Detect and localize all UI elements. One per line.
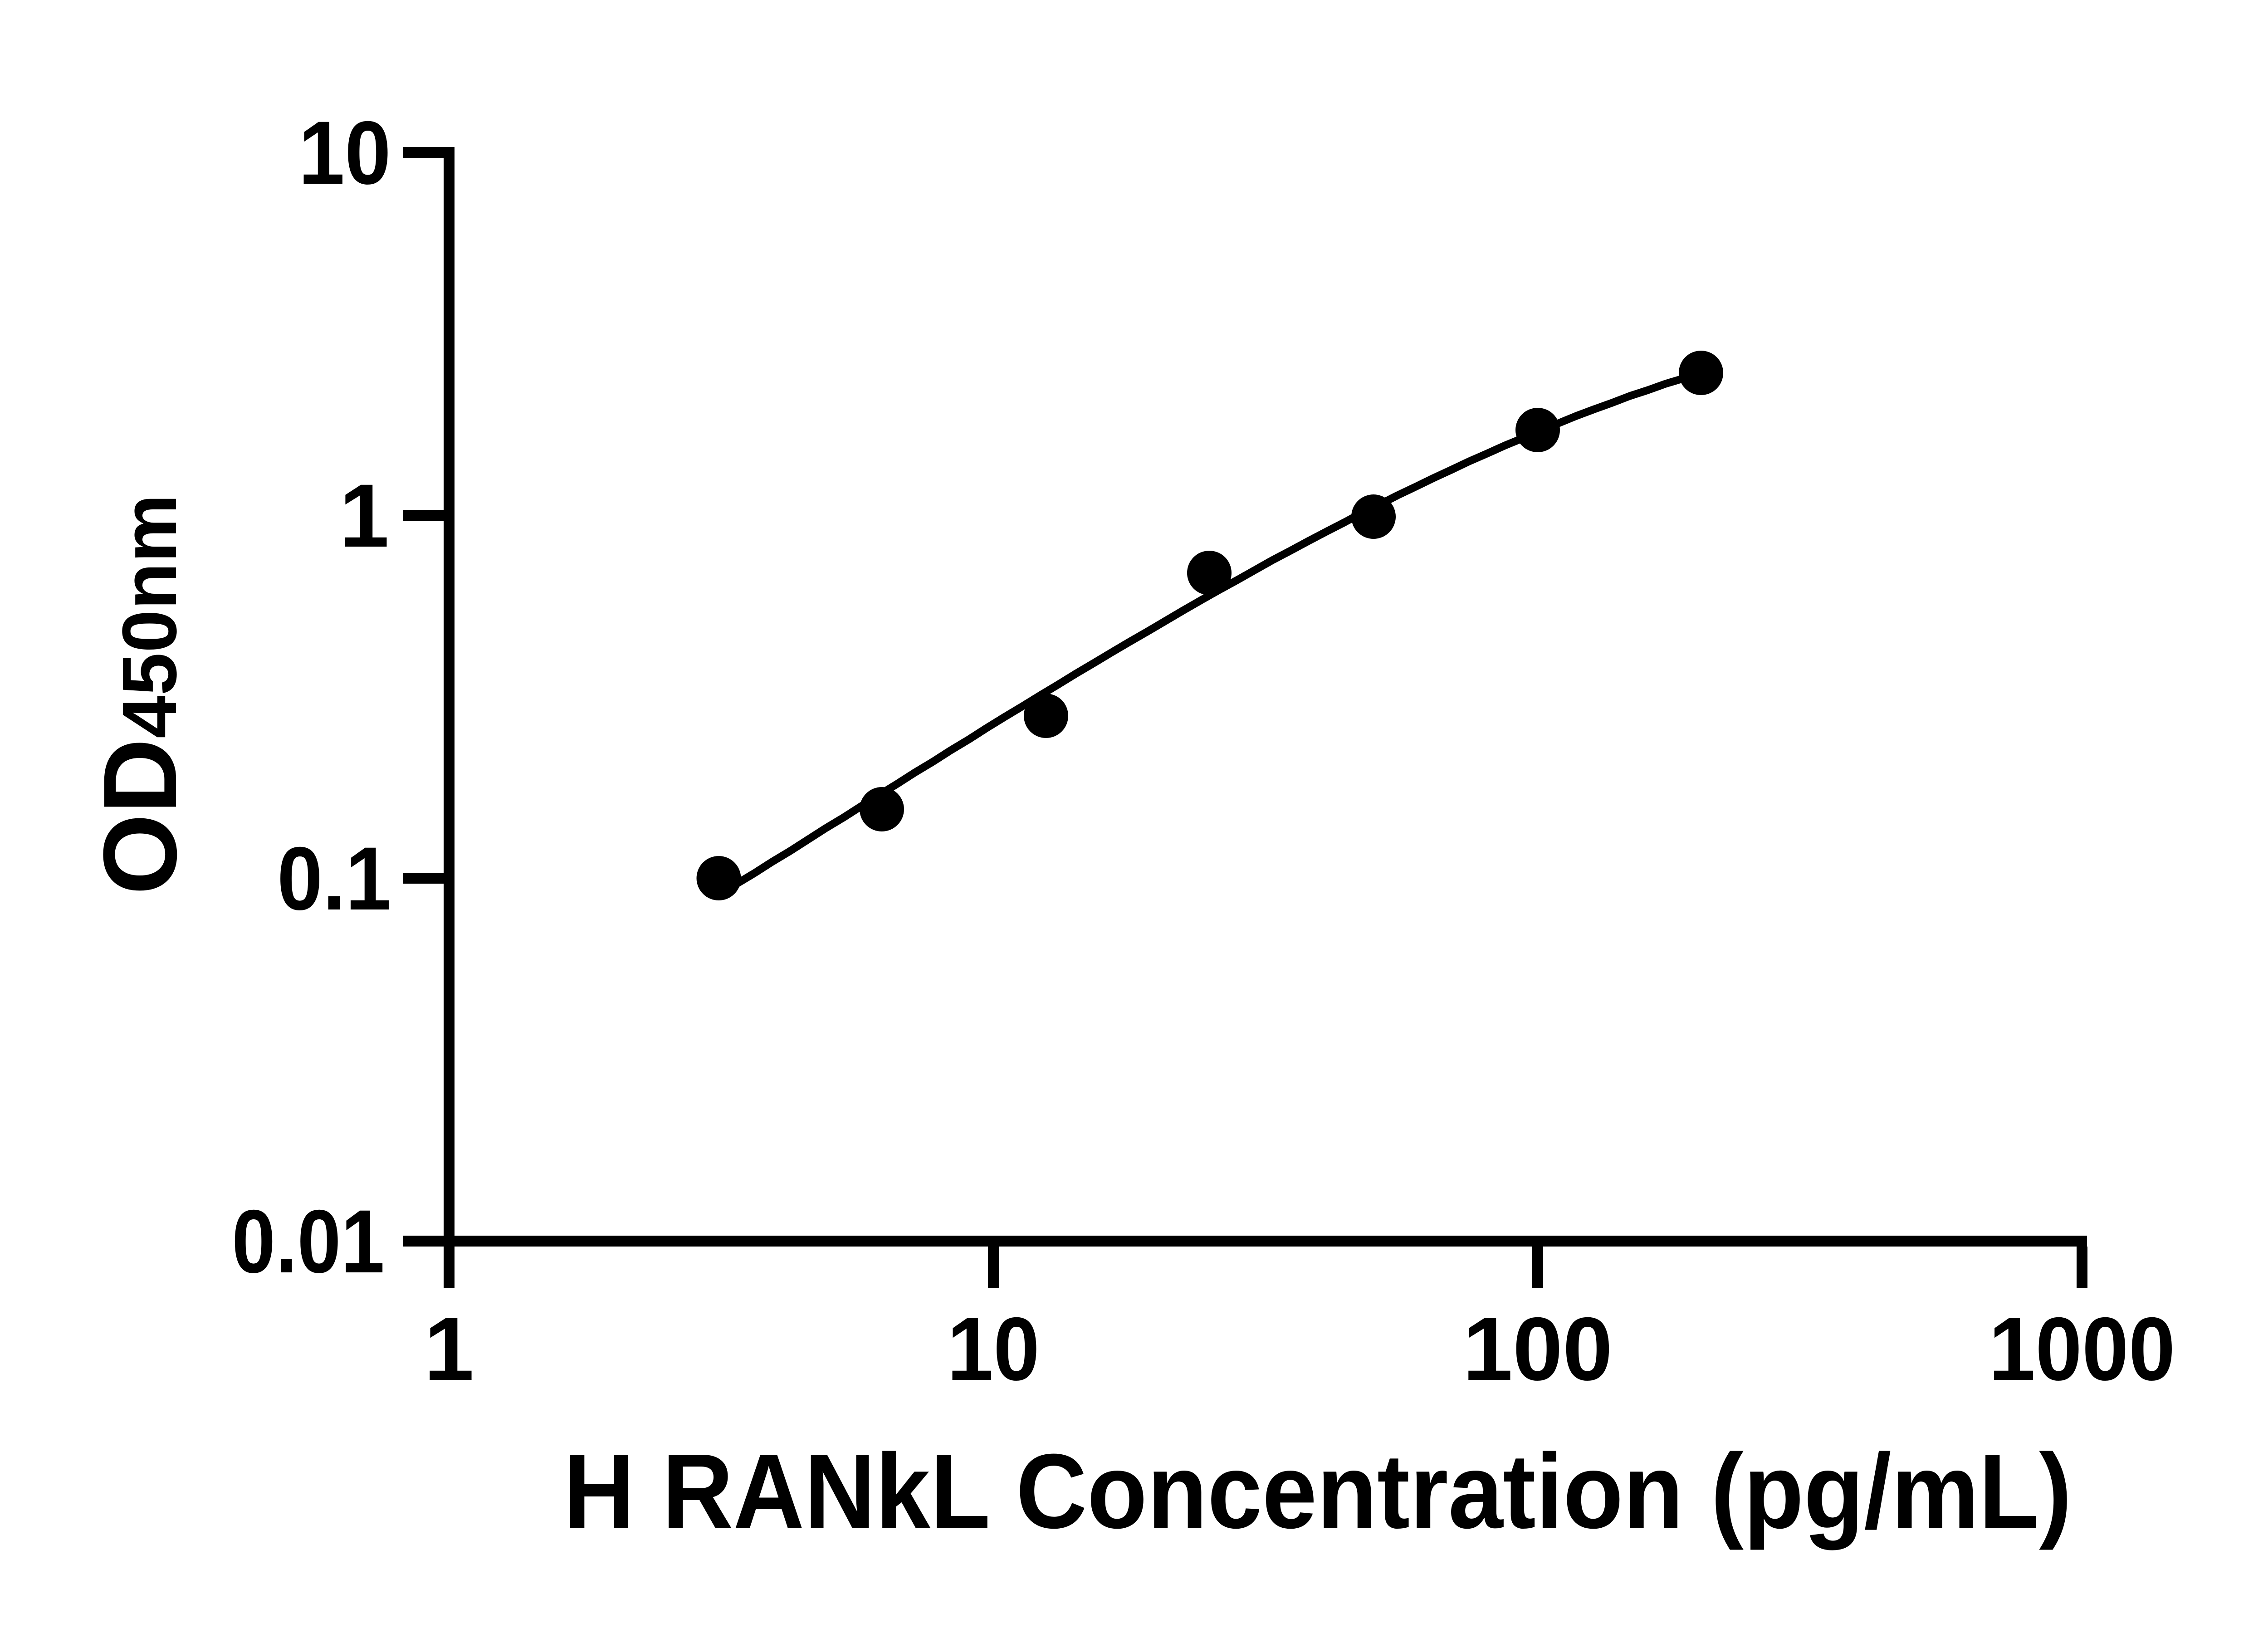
svg-text:1: 1 bbox=[424, 1299, 474, 1399]
svg-text:1: 1 bbox=[339, 465, 389, 566]
svg-text:H RANkL Concentration (pg/mL): H RANkL Concentration (pg/mL) bbox=[564, 1432, 2072, 1550]
svg-text:OD450nm: OD450nm bbox=[82, 494, 198, 895]
svg-text:1000: 1000 bbox=[1989, 1299, 2175, 1399]
svg-text:10: 10 bbox=[947, 1299, 1040, 1399]
svg-text:100: 100 bbox=[1463, 1299, 1613, 1399]
svg-text:0.01: 0.01 bbox=[232, 1191, 385, 1291]
svg-text:10: 10 bbox=[298, 103, 391, 203]
svg-text:0.1: 0.1 bbox=[277, 828, 391, 929]
